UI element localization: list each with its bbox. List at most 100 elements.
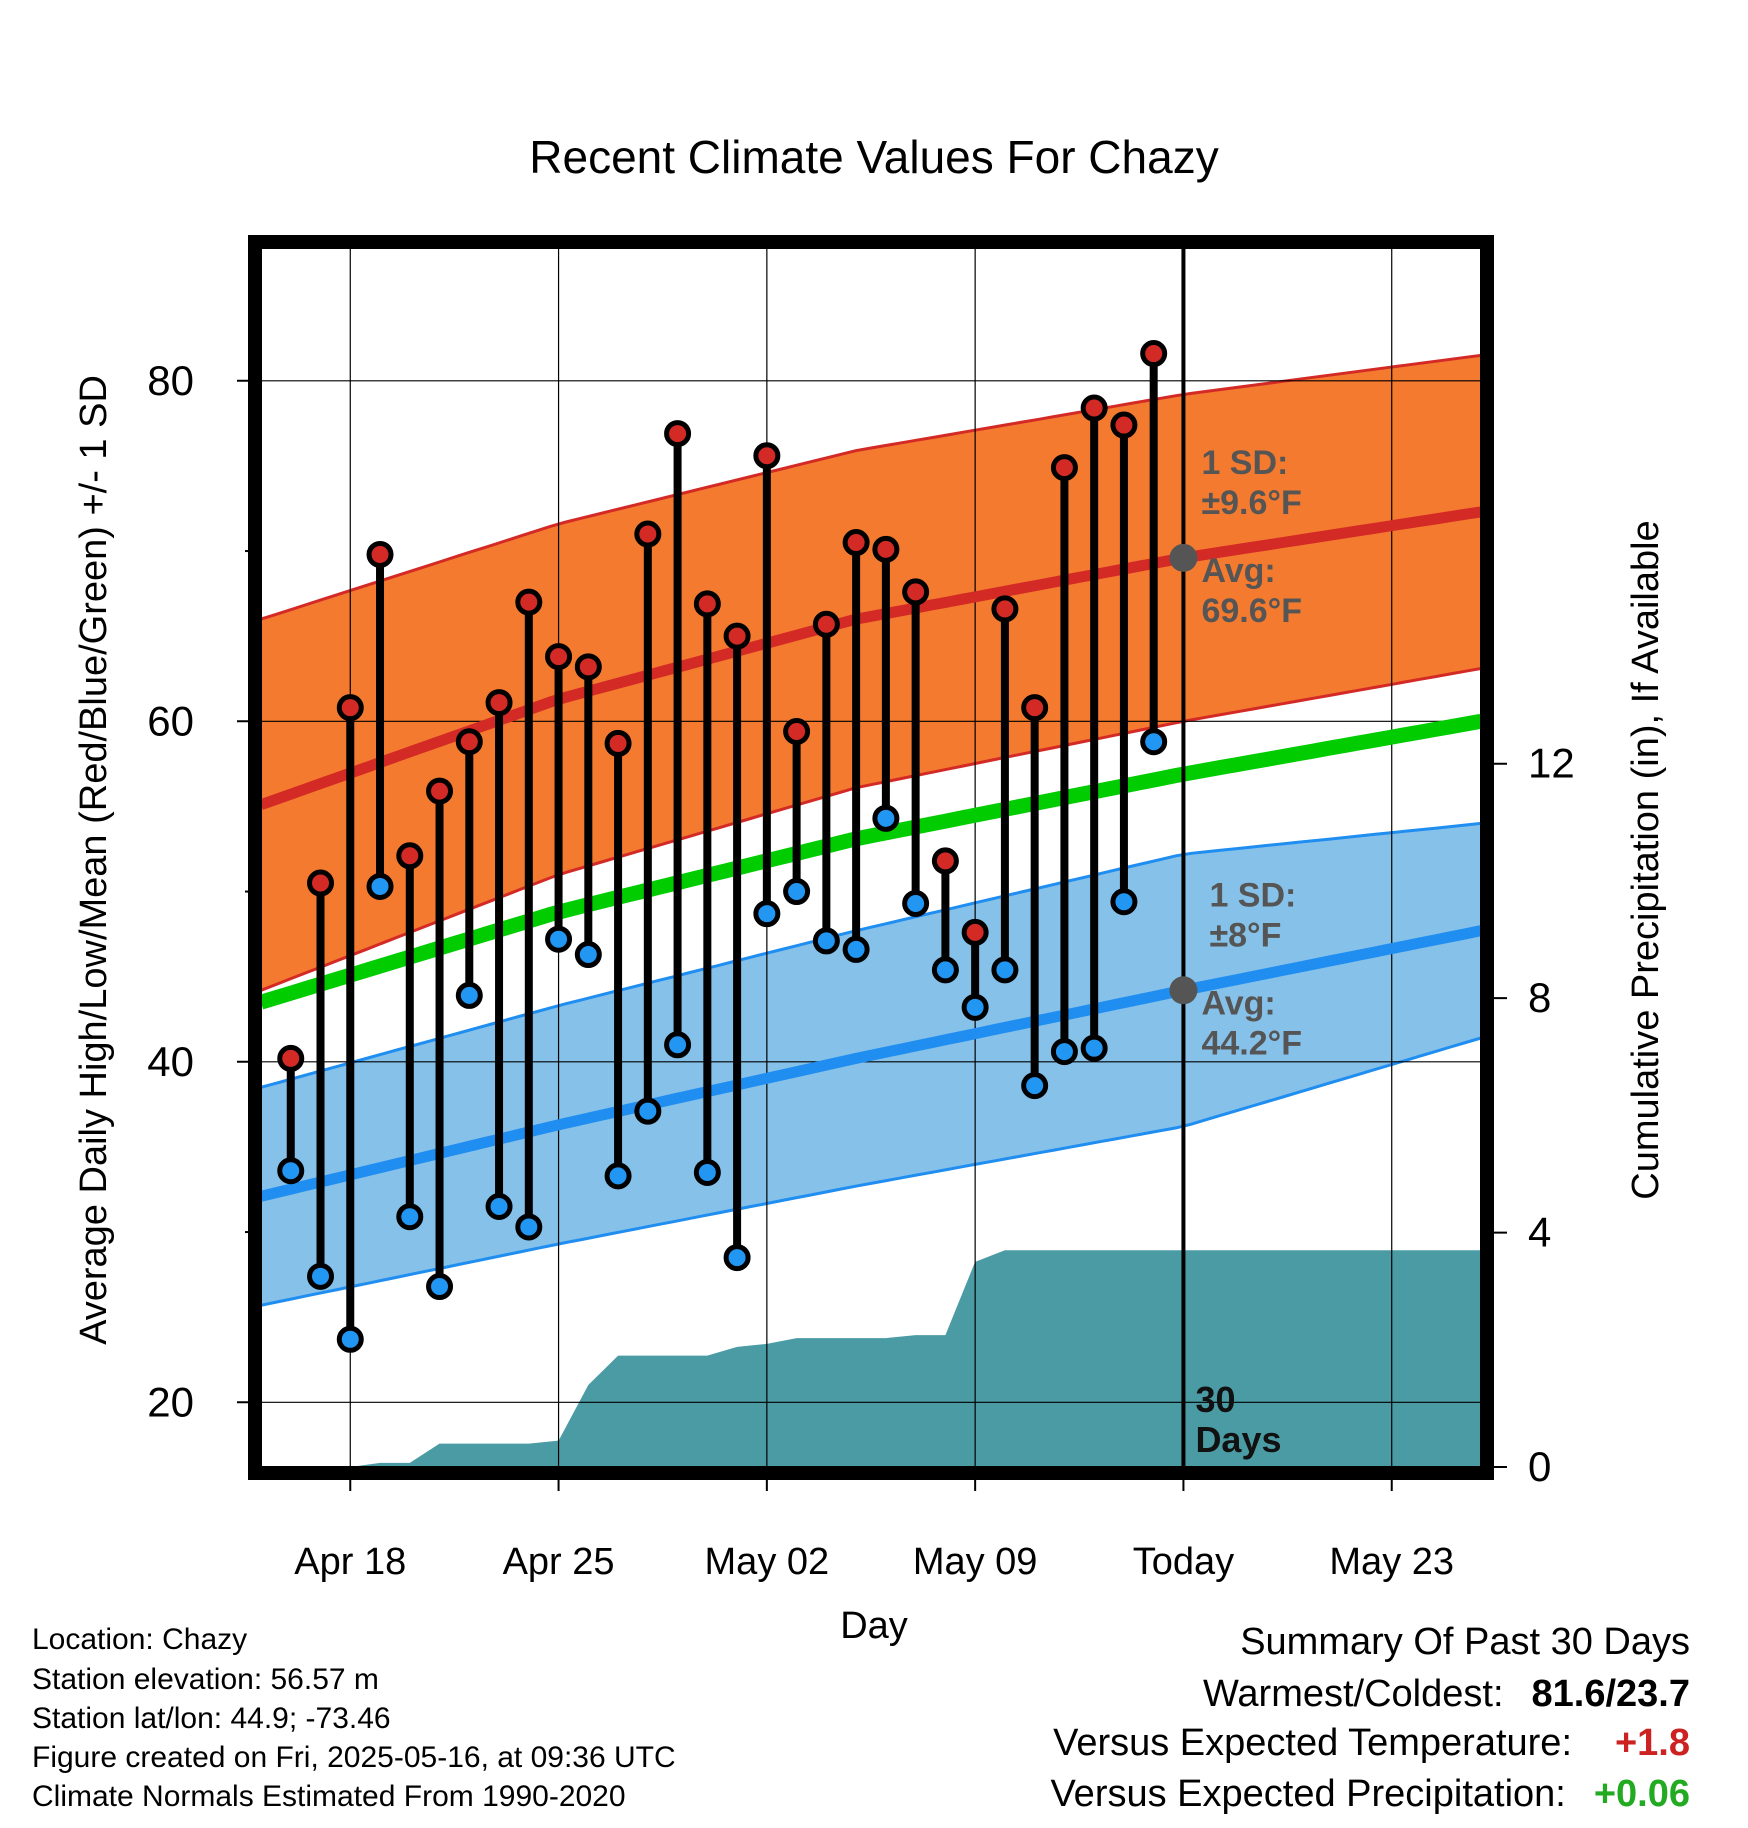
daily-high-point-7 [485, 689, 513, 717]
daily-low-point-13 [664, 1031, 692, 1059]
daily-low-point-22 [931, 956, 959, 984]
daily-low-point-1 [307, 1262, 335, 1290]
daily-low-point-10 [574, 941, 602, 969]
daily-high-point-13 [664, 420, 692, 448]
daily-high-point-5 [426, 777, 454, 805]
daily-low-point-20 [872, 804, 900, 832]
daily-low-point-0 [277, 1157, 305, 1185]
low-sd-band [261, 823, 1481, 1306]
daily-low-point-25 [1021, 1072, 1049, 1100]
y2-axis-label: Cumulative Precipitation (in), If Availa… [1625, 520, 1667, 1199]
daily-high-point-2 [336, 694, 364, 722]
daily-high-point-10 [574, 653, 602, 681]
daily-high-point-3 [366, 540, 394, 568]
daily-low-point-3 [366, 872, 394, 900]
x-tick-label-2: May 02 [705, 1541, 830, 1583]
y-axis-label: Average Daily High/Low/Mean (Red/Blue/Gr… [73, 375, 115, 1345]
y-tick-label-1: 40 [147, 1038, 194, 1085]
high-sd-lower-edge [261, 667, 1481, 992]
daily-low-point-24 [991, 956, 1019, 984]
daily-low-point-15 [723, 1244, 751, 1272]
daily-low-point-19 [842, 935, 870, 963]
low-sd-upper-edge [261, 821, 1481, 1089]
summary-title: Summary Of Past 30 Days [1240, 1621, 1690, 1663]
daily-low-point-23 [961, 993, 989, 1021]
daily-low-point-14 [693, 1158, 721, 1186]
daily-high-point-23 [961, 918, 989, 946]
low-sd-label: 1 SD: [1209, 876, 1296, 914]
daily-high-point-26 [1050, 454, 1078, 482]
y2-tick-label-2: 8 [1528, 974, 1551, 1021]
daily-low-point-16 [753, 900, 781, 928]
daily-high-point-17 [783, 718, 811, 746]
x-axis-label: Day [840, 1605, 908, 1647]
high-avg-value: 69.6°F [1201, 592, 1302, 630]
daily-low-point-12 [634, 1097, 662, 1125]
daily-low-point-2 [336, 1325, 364, 1353]
x-tick-label-0: Apr 18 [294, 1541, 406, 1583]
daily-low-point-27 [1080, 1034, 1108, 1062]
today-low-avg-marker [1169, 976, 1198, 1005]
daily-low-point-11 [604, 1162, 632, 1190]
daily-high-point-19 [842, 529, 870, 557]
daily-low-point-17 [783, 878, 811, 906]
precip-vs-expected-value: +0.06 [1593, 1773, 1690, 1815]
y2-tick-label-0: 0 [1528, 1443, 1551, 1490]
low-sd-lower-edge [261, 1036, 1481, 1307]
days-number-label: 30 [1195, 1379, 1235, 1420]
daily-high-point-24 [991, 595, 1019, 623]
warm-cold-value: 81.6/23.7 [1531, 1673, 1690, 1715]
summary-warm-cold: Warmest/Coldest: 81.6/23.7 [1203, 1673, 1690, 1716]
x-tick-label-1: Apr 25 [503, 1541, 615, 1583]
daily-high-point-11 [604, 729, 632, 757]
daily-high-point-15 [723, 622, 751, 650]
daily-low-point-5 [426, 1273, 454, 1301]
high-sd-band [261, 355, 1481, 991]
chart-title: Recent Climate Values For Chazy [529, 131, 1218, 183]
mean-normal-line [261, 713, 1481, 1010]
daily-high-point-14 [693, 590, 721, 618]
daily-low-point-4 [396, 1203, 424, 1231]
daily-high-point-20 [872, 535, 900, 563]
daily-low-point-18 [812, 927, 840, 955]
daily-high-point-4 [396, 842, 424, 870]
daily-low-point-9 [545, 925, 573, 953]
info-location: Location: Chazy [32, 1623, 248, 1656]
x-tick-label-5: May 23 [1329, 1541, 1454, 1583]
info-created: Figure created on Fri, 2025-05-16, at 09… [32, 1741, 676, 1774]
high-sd-value: ±9.6°F [1201, 484, 1301, 522]
y-tick-label-3: 80 [147, 357, 194, 404]
y-tick-label-0: 20 [147, 1378, 194, 1425]
y2-tick-label-3: 12 [1528, 740, 1575, 787]
daily-high-point-9 [545, 643, 573, 671]
daily-high-point-12 [634, 520, 662, 548]
daily-high-point-25 [1021, 694, 1049, 722]
low-normal-line [261, 925, 1481, 1202]
daily-low-point-26 [1050, 1038, 1078, 1066]
info-normals: Climate Normals Estimated From 1990-2020 [32, 1780, 626, 1813]
y2-tick-label-1: 4 [1528, 1209, 1551, 1256]
daily-high-point-22 [931, 847, 959, 875]
low-avg-value: 44.2°F [1201, 1024, 1302, 1062]
daily-low-point-8 [515, 1213, 543, 1241]
today-high-avg-marker [1169, 543, 1198, 572]
daily-low-point-21 [902, 889, 930, 917]
temp-vs-expected-value: +1.8 [1614, 1722, 1690, 1764]
daily-low-point-28 [1110, 888, 1138, 916]
daily-high-point-0 [277, 1044, 305, 1072]
low-avg-label: Avg: [1201, 984, 1275, 1022]
warm-cold-label: Warmest/Coldest: [1202, 1673, 1504, 1715]
high-sd-upper-edge [261, 353, 1481, 621]
daily-low-point-29 [1140, 728, 1168, 756]
x-tick-label-4: Today [1133, 1541, 1234, 1583]
summary-precip: Versus Expected Precipitation: +0.06 [1050, 1773, 1690, 1816]
precip-cumulative-area [261, 1250, 1481, 1467]
x-tick-label-3: May 09 [913, 1541, 1038, 1583]
low-sd-value: ±8°F [1209, 916, 1281, 954]
daily-low-point-7 [485, 1193, 513, 1221]
daily-low-point-6 [455, 981, 483, 1009]
daily-high-point-28 [1110, 411, 1138, 439]
summary-temp: Versus Expected Temperature: +1.8 [1053, 1722, 1690, 1765]
